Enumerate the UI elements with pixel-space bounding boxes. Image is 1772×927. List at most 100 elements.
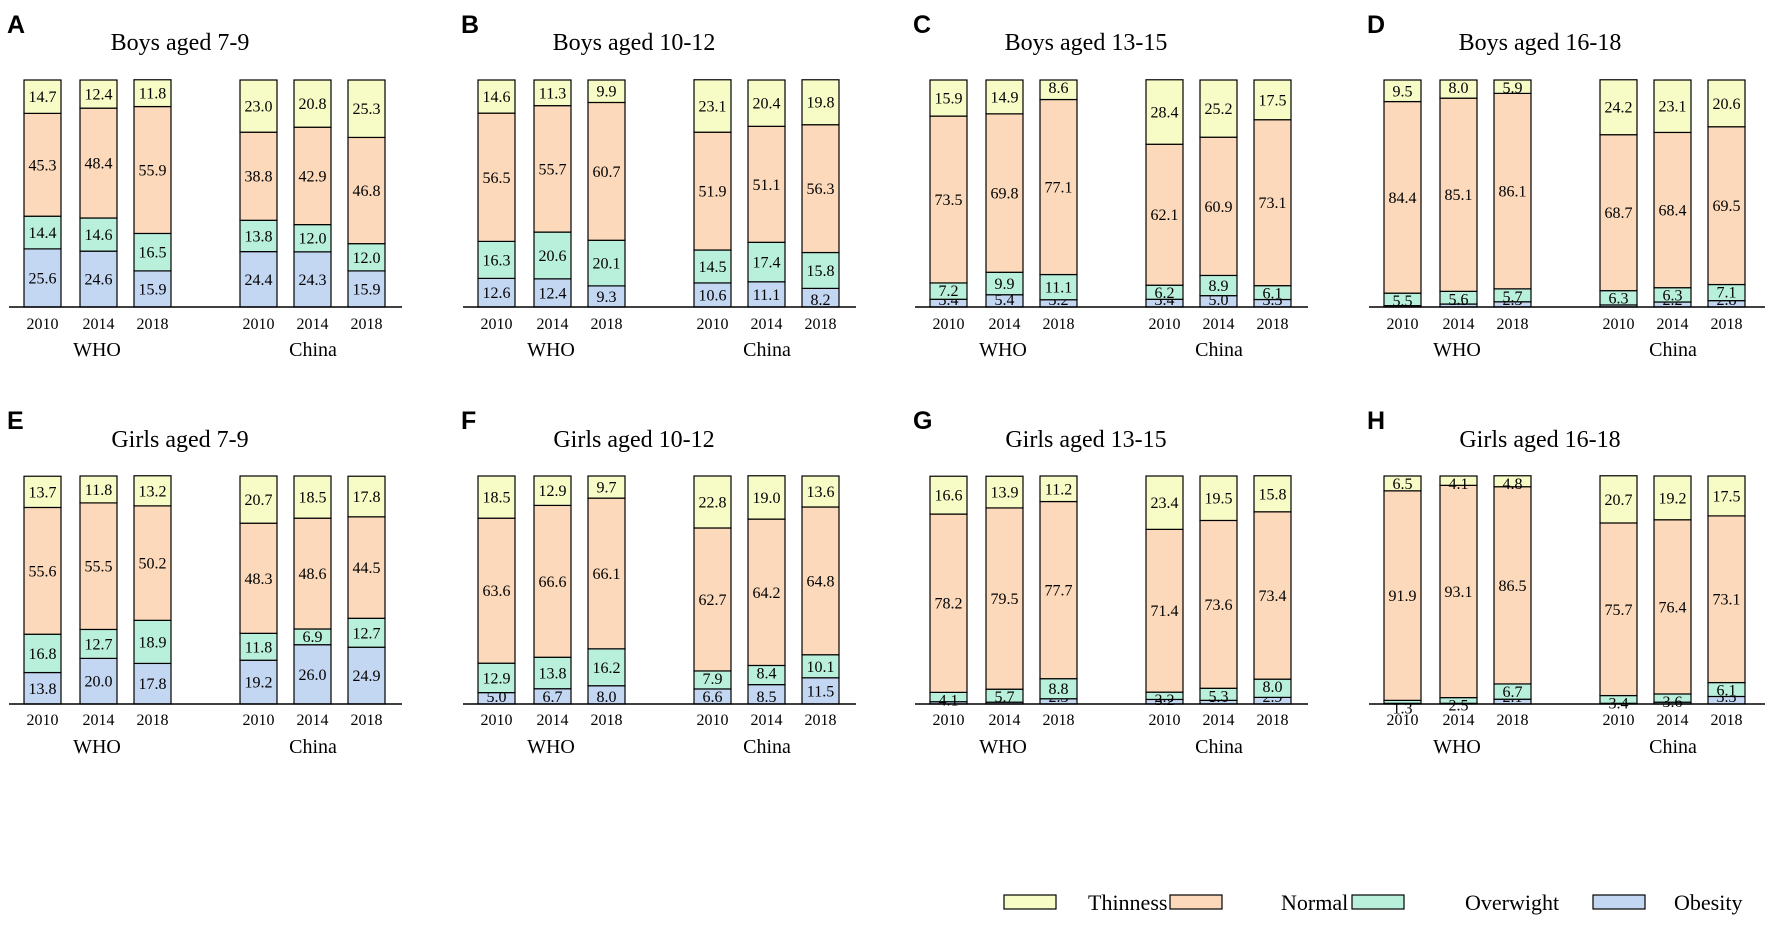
bar-segment-normal: [79, 107, 118, 219]
panel-title: Boys aged 16-18: [1459, 30, 1622, 56]
bar-segment-normal: [1145, 143, 1184, 286]
x-tick-label: 2018: [591, 712, 623, 729]
bar-segment-thinness: [347, 475, 386, 518]
bar-segment-thinness: [587, 475, 626, 499]
bar-china-2014: 8.5 8.4 64.2 19.0: [747, 475, 786, 706]
data-label-thinness: 17.5: [1713, 488, 1741, 505]
data-label-overweight: 14.4: [29, 225, 57, 242]
bar-segment-normal: [693, 527, 732, 672]
x-tick-label: 2018: [1711, 712, 1743, 729]
bar-segment-normal: [929, 513, 968, 693]
data-label-thinness: 13.2: [139, 483, 167, 500]
data-label-overweight: 17.4: [753, 255, 781, 272]
group-label-china: China: [289, 736, 337, 758]
bar-segment-thinness: [1707, 79, 1746, 128]
bar-china-2014: 24.3 12.0 42.9 20.8: [293, 79, 332, 308]
bar-segment-thinness: [929, 475, 968, 515]
data-label-normal: 50.2: [139, 556, 167, 573]
data-label-obesity: 11.1: [753, 287, 780, 304]
data-label-normal: 66.1: [593, 566, 621, 583]
bar-china-2018: 2.98.073.415.8: [1253, 475, 1292, 706]
bar-segment-normal: [133, 505, 172, 621]
data-label-overweight: 16.8: [29, 646, 57, 663]
data-label-overweight: 10.1: [807, 659, 835, 676]
data-label-thinness: 20.7: [1605, 492, 1633, 509]
panel-letter: F: [461, 407, 476, 435]
bar-segment-overweight: [747, 241, 786, 283]
group-label-china: China: [1195, 339, 1243, 361]
data-label-normal: 42.9: [299, 168, 327, 185]
bar-segment-normal: [477, 517, 516, 664]
bar-who-2010: 13.8 16.8 55.6 13.7: [23, 475, 62, 705]
data-label-thinness: 18.5: [299, 490, 327, 507]
bar-segment-overweight: [587, 239, 626, 287]
x-tick-label: 2018: [1711, 316, 1743, 333]
x-tick-label: 2018: [805, 712, 837, 729]
x-tick-label: 2014: [989, 712, 1021, 729]
x-tick-label: 2014: [537, 712, 569, 729]
data-label-normal: 85.1: [1445, 187, 1473, 204]
bar-segment-overweight: [133, 232, 172, 272]
bar-segment-thinness: [347, 79, 386, 139]
data-label-normal: 48.4: [85, 156, 113, 173]
data-label-thinness: 8.6: [1049, 80, 1069, 97]
data-label-normal: 91.9: [1389, 588, 1417, 605]
bar-segment-normal: [1199, 136, 1238, 277]
data-label-normal: 68.4: [1659, 203, 1687, 220]
bar-china-2010: 0.33.475.720.7: [1599, 475, 1638, 713]
data-label-thinness: 20.7: [245, 492, 273, 509]
data-label-normal: 79.5: [991, 591, 1019, 608]
data-label-overweight: 15.8: [807, 263, 835, 280]
x-tick-label: 2018: [805, 316, 837, 333]
bar-segment-thinness: [133, 475, 172, 507]
data-label-thinness: 20.6: [1713, 96, 1741, 113]
x-tick-label: 2010: [697, 712, 729, 729]
x-tick-label: 2014: [989, 316, 1021, 333]
data-label-overweight: 12.0: [353, 250, 381, 267]
data-label-overweight: 12.9: [483, 670, 511, 687]
legend-label-obesity: Obesity: [1674, 890, 1742, 915]
data-label-obesity: 24.6: [85, 272, 113, 289]
bar-china-2018: 3.36.173.117.5: [1253, 79, 1292, 309]
panel-letter: D: [1367, 11, 1385, 39]
data-label-obesity: 6.7: [543, 689, 563, 706]
bar-segment-thinness: [1439, 79, 1478, 99]
data-label-overweight: 8.0: [1263, 679, 1283, 696]
data-label-obesity: 5.0: [1209, 292, 1229, 309]
bar-who-2018: 2.38.877.711.2: [1039, 475, 1078, 706]
data-label-normal: 73.4: [1259, 588, 1287, 605]
data-label-obesity: 12.4: [539, 285, 567, 302]
bar-segment-overweight: [79, 628, 118, 659]
data-label-thinness: 15.9: [935, 91, 963, 108]
data-label-overweight: 3.6: [1663, 694, 1683, 711]
data-label-normal: 75.7: [1605, 602, 1633, 619]
bar-segment-overweight: [533, 231, 572, 280]
data-label-normal: 48.6: [299, 566, 327, 583]
x-tick-label: 2014: [1203, 316, 1235, 333]
data-label-thinness: 14.9: [991, 89, 1019, 106]
data-label-thinness: 14.7: [29, 89, 57, 106]
bar-segment-thinness: [929, 79, 968, 117]
data-label-normal: 68.7: [1605, 205, 1633, 222]
data-label-thinness: 28.4: [1151, 105, 1179, 122]
data-label-thinness: 9.7: [597, 480, 617, 497]
x-tick-label: 2018: [137, 712, 169, 729]
bar-segment-thinness: [1039, 79, 1078, 101]
data-label-obesity: 8.5: [757, 689, 777, 706]
bar-segment-normal: [929, 115, 968, 284]
bar-segment-normal: [239, 131, 278, 221]
x-tick-label: 2018: [1497, 712, 1529, 729]
bar-who-2018: 9.3 20.1 60.7 9.9: [587, 79, 626, 308]
data-label-thinness: 13.7: [29, 484, 57, 501]
group-label-who: WHO: [73, 736, 121, 758]
bar-segment-thinness: [133, 79, 172, 108]
bar-segment-normal: [533, 504, 572, 658]
bar-who-2014: 0.85.779.513.9: [985, 475, 1024, 706]
bar-who-2010: 0.31.391.96.5: [1383, 475, 1422, 717]
data-label-normal: 69.5: [1713, 198, 1741, 215]
data-label-thinness: 18.5: [483, 490, 511, 507]
bar-segment-thinness: [239, 79, 278, 133]
